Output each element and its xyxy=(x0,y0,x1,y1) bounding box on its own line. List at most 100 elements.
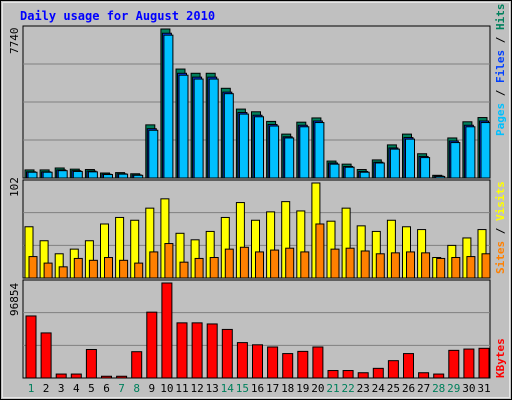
sites-bar xyxy=(164,243,174,279)
sites-bar xyxy=(134,262,144,279)
sites-bar xyxy=(224,248,234,279)
sites-bar xyxy=(315,223,325,279)
pages-bar xyxy=(27,171,38,179)
day-label: 5 xyxy=(88,382,95,395)
day-axis-labels: 1 2 3 4 5 6 7 8 9 10 11 12 13 14 15 16 17 18 19 20 21 22 23 24 2… xyxy=(28,382,491,395)
svg-text:KBytes: KBytes xyxy=(494,338,507,378)
kbytes-bar xyxy=(372,367,384,379)
pages-bar xyxy=(314,122,325,179)
hits-ymax-label: 7740 xyxy=(8,28,21,55)
kbytes-bar xyxy=(448,349,460,379)
kbytes-bar xyxy=(176,322,188,379)
day-label: 30 xyxy=(462,382,475,395)
sites-bar xyxy=(270,249,280,279)
pages-bar xyxy=(223,93,234,179)
pages-bar xyxy=(57,170,68,179)
sites-bar xyxy=(239,246,249,279)
kbytes-bar xyxy=(387,360,399,379)
pages-bar xyxy=(208,78,219,179)
day-label: 9 xyxy=(148,382,155,395)
kbytes-bar xyxy=(478,347,490,379)
kbytes-legend: KBytes xyxy=(494,338,507,378)
day-label: 2 xyxy=(43,382,50,395)
day-label: 13 xyxy=(206,382,219,395)
pages-bar xyxy=(118,173,129,179)
day-label: 16 xyxy=(251,382,264,395)
day-label: 28 xyxy=(432,382,445,395)
sites-bar xyxy=(194,257,204,279)
sites-bar xyxy=(104,257,113,279)
kbytes-bar xyxy=(191,322,203,379)
kbytes-bar xyxy=(221,328,233,379)
legend-hits: Hits xyxy=(494,4,507,31)
kbytes-bar xyxy=(101,375,112,379)
pages-bar xyxy=(299,126,310,179)
legend-pages: Pages xyxy=(494,103,507,136)
pages-bar xyxy=(133,174,144,179)
day-label: 18 xyxy=(281,382,294,395)
day-label: 27 xyxy=(417,382,430,395)
kbytes-bar xyxy=(85,348,97,379)
sites-bar xyxy=(436,257,446,279)
day-label: 8 xyxy=(133,382,140,395)
day-label: 11 xyxy=(175,382,188,395)
day-label: 23 xyxy=(357,382,370,395)
day-label: 7 xyxy=(118,382,125,395)
kbytes-bar xyxy=(327,370,339,379)
pages-bar xyxy=(254,116,264,179)
kbytes-bars xyxy=(25,282,490,379)
svg-text:Pages / Files / Hits: Pages / Files / Hits xyxy=(494,4,507,137)
day-label: 31 xyxy=(477,382,490,395)
kbytes-bar xyxy=(25,315,37,379)
visits-ymax-label: 102 xyxy=(8,177,21,197)
day-label: 24 xyxy=(372,382,386,395)
kbytes-bar xyxy=(146,311,158,379)
day-label: 17 xyxy=(266,382,279,395)
pages-bar xyxy=(435,175,446,179)
day-label: 12 xyxy=(190,382,203,395)
pages-bar xyxy=(103,174,113,179)
pages-bar xyxy=(374,162,385,179)
sites-bar xyxy=(360,250,370,279)
sites-bar xyxy=(149,251,159,279)
sites-bar xyxy=(179,261,189,279)
kbytes-bar xyxy=(252,344,263,379)
day-label: 26 xyxy=(402,382,415,395)
day-label: 4 xyxy=(73,382,80,395)
pages-bar xyxy=(465,126,476,179)
visits-bars xyxy=(24,182,491,279)
sites-bar xyxy=(330,248,340,279)
sites-bar xyxy=(406,251,415,279)
kbytes-bar xyxy=(433,373,445,379)
sites-bar xyxy=(390,252,400,279)
pages-bar xyxy=(359,171,370,179)
sites-bar xyxy=(73,257,83,279)
kbytes-bar xyxy=(70,373,82,379)
pages-bar xyxy=(163,34,174,179)
kbytes-bar xyxy=(40,332,52,379)
sites-bar xyxy=(58,266,68,279)
pages-bar xyxy=(178,74,189,179)
pages-bar xyxy=(269,125,280,179)
sites-bar xyxy=(345,247,355,279)
day-label: 20 xyxy=(311,382,324,395)
sites-bar xyxy=(88,259,98,279)
legend-sites: Sites xyxy=(494,241,507,274)
pages-bar xyxy=(148,129,159,179)
kbytes-bar xyxy=(236,342,248,379)
sites-bar xyxy=(300,251,310,279)
sites-bar xyxy=(119,259,129,279)
sites-bar xyxy=(466,256,476,279)
sites-bar xyxy=(375,253,385,279)
sites-bar xyxy=(209,257,219,279)
kbytes-bar xyxy=(312,346,324,379)
kbytes-bar xyxy=(116,375,128,379)
pages-bar xyxy=(344,166,355,179)
day-label: 15 xyxy=(236,382,249,395)
sites-bar xyxy=(481,253,491,279)
day-label: 25 xyxy=(387,382,400,395)
legend-kbytes: KBytes xyxy=(494,338,507,378)
kbytes-bar xyxy=(342,370,354,379)
legend-visits: Visits xyxy=(494,181,507,221)
pages-bar xyxy=(238,113,249,179)
